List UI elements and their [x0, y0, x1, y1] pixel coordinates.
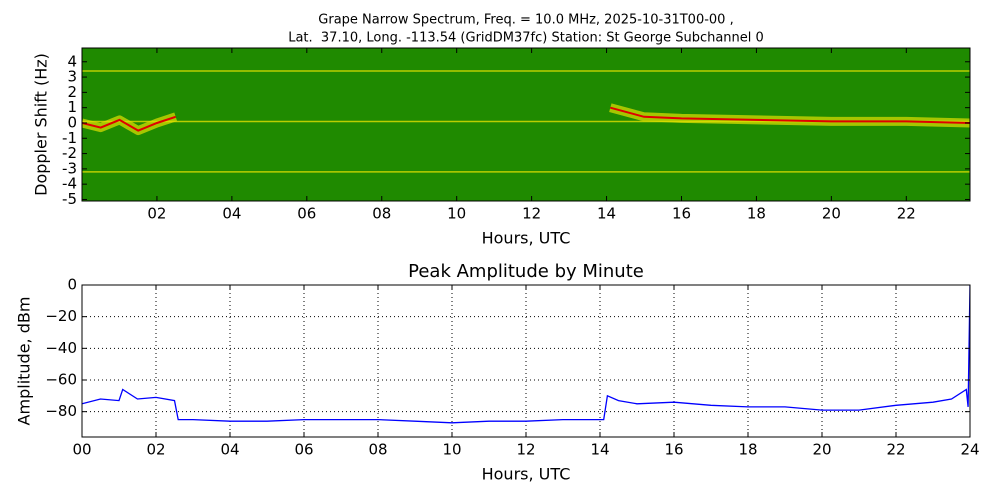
x-tick-label: 24 — [960, 441, 979, 459]
x-tick-label: 10 — [447, 205, 466, 223]
x-tick-label: 08 — [368, 441, 387, 459]
doppler-trace — [82, 106, 970, 132]
x-tick-label: 00 — [72, 441, 91, 459]
x-tick-label: 16 — [672, 205, 691, 223]
chart-title: Lat. 37.10, Long. -113.54 (GridDM37fc) S… — [288, 31, 764, 46]
amplitude-line — [82, 285, 970, 424]
x-tick-label: 04 — [220, 441, 239, 459]
y-tick-label: 2 — [67, 83, 77, 101]
x-tick-label: 16 — [664, 441, 683, 459]
y-tick-label: 0 — [67, 276, 77, 294]
y-tick-label: -2 — [62, 144, 77, 162]
y-tick-label: 3 — [67, 68, 77, 86]
chart-title: Peak Amplitude by Minute — [408, 261, 644, 282]
plot-area — [82, 48, 970, 201]
y-tick-label: -4 — [62, 175, 77, 193]
plot-frame — [81, 47, 971, 202]
x-tick-label: 06 — [294, 441, 313, 459]
y-tick-label: -1 — [62, 129, 77, 147]
x-tick-label: 20 — [822, 205, 841, 223]
x-tick-label: 22 — [886, 441, 905, 459]
x-tick-label: 14 — [590, 441, 609, 459]
x-tick-label: 12 — [522, 205, 541, 223]
y-tick-label: −40 — [45, 339, 77, 357]
x-tick-label: 04 — [222, 205, 241, 223]
y-tick-label: −60 — [45, 371, 77, 389]
y-tick-label: −80 — [45, 402, 77, 420]
plot-area — [82, 285, 970, 437]
x-tick-label: 20 — [812, 441, 831, 459]
x-axis-label: Hours, UTC — [482, 229, 571, 248]
y-tick-label: -3 — [62, 159, 77, 177]
y-axis-label: Amplitude, dBm — [15, 297, 34, 426]
chart-title: Grape Narrow Spectrum, Freq. = 10.0 MHz,… — [318, 13, 733, 28]
y-axis-label: Doppler Shift (Hz) — [32, 53, 51, 196]
x-tick-label: 18 — [738, 441, 757, 459]
x-tick-label: 22 — [897, 205, 916, 223]
y-tick-label: 1 — [67, 98, 77, 116]
x-tick-label: 02 — [147, 205, 166, 223]
x-tick-label: 12 — [516, 441, 535, 459]
y-tick-label: 4 — [67, 52, 77, 70]
y-tick-label: -5 — [62, 190, 77, 208]
x-tick-label: 02 — [146, 441, 165, 459]
x-tick-label: 18 — [747, 205, 766, 223]
x-axis-label: Hours, UTC — [482, 465, 571, 484]
x-tick-label: 08 — [372, 205, 391, 223]
x-tick-label: 06 — [297, 205, 316, 223]
x-tick-label: 10 — [442, 441, 461, 459]
y-tick-label: −20 — [45, 307, 77, 325]
x-tick-label: 14 — [597, 205, 616, 223]
y-tick-label: 0 — [67, 113, 77, 131]
